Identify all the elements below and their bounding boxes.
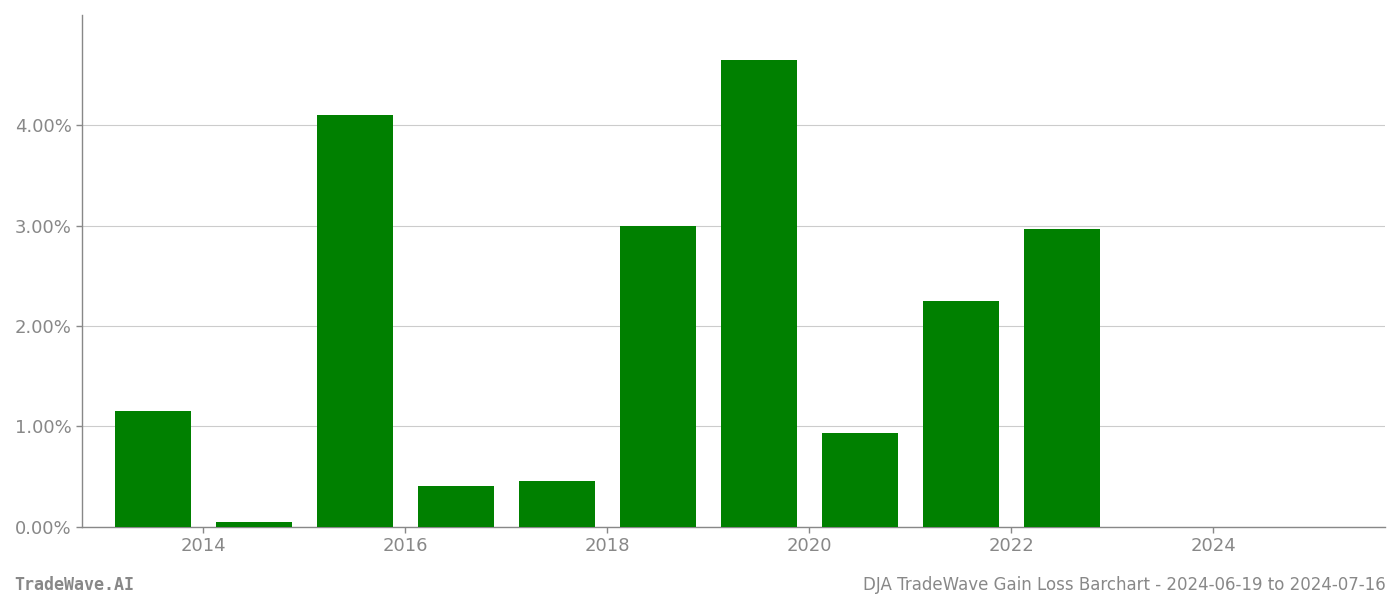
Text: TradeWave.AI: TradeWave.AI xyxy=(14,576,134,594)
Bar xyxy=(721,60,797,527)
Bar xyxy=(519,481,595,527)
Bar xyxy=(923,301,998,527)
Bar xyxy=(822,433,897,527)
Bar xyxy=(115,411,190,527)
Bar xyxy=(419,487,494,527)
Bar xyxy=(316,115,393,527)
Bar xyxy=(620,226,696,527)
Bar xyxy=(216,521,291,527)
Text: DJA TradeWave Gain Loss Barchart - 2024-06-19 to 2024-07-16: DJA TradeWave Gain Loss Barchart - 2024-… xyxy=(864,576,1386,594)
Bar xyxy=(1023,229,1100,527)
